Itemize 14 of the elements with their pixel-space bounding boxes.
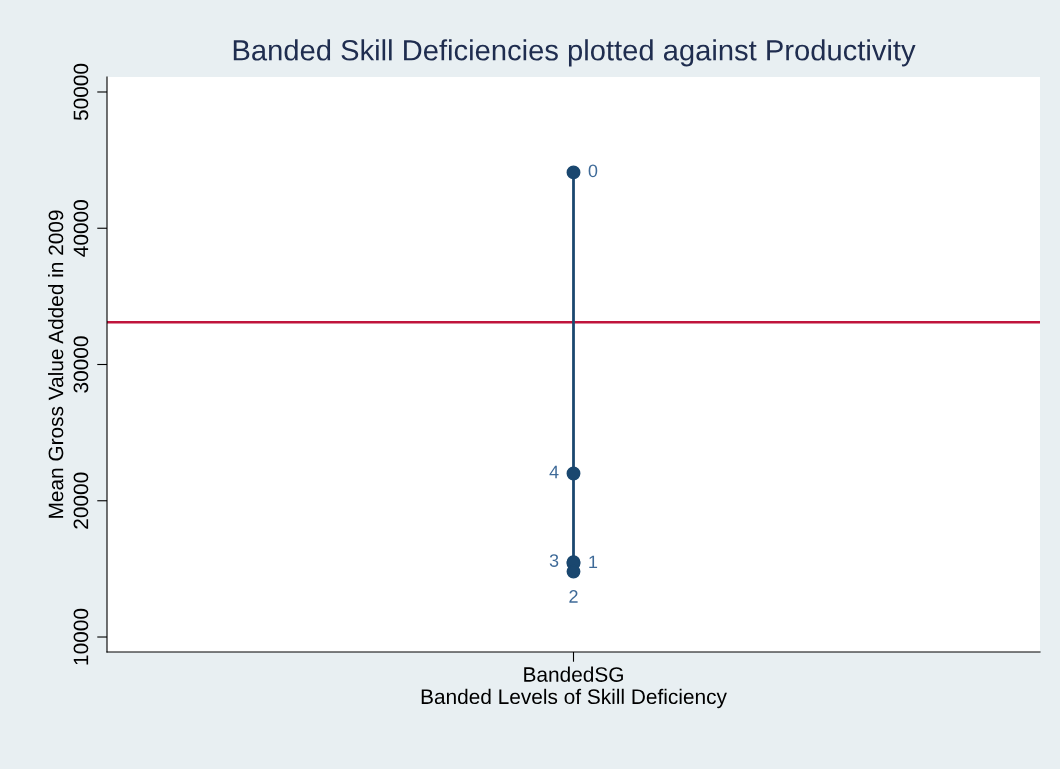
y-tick-label: 20000: [73, 472, 89, 529]
annotation: 4: [549, 465, 559, 479]
annotation: 1: [589, 555, 598, 569]
chart-title: Banded Skill Deficiencies plotted against Productivity: [233, 39, 916, 67]
y-tick-label: 50000: [73, 63, 89, 121]
annotation: 2: [569, 590, 578, 603]
x-tick-label: BandedSG: [524, 666, 623, 682]
annotation: 3: [549, 554, 559, 567]
y-axis-title: Mean Gross Value Added in 2009: [48, 210, 64, 518]
y-tick-label: 30000: [73, 336, 89, 393]
annotation: 0: [588, 164, 598, 178]
x-axis-title: Banded Levels of Skill Deficiency: [421, 688, 727, 709]
y-tick-label: 10000: [73, 608, 89, 665]
y-tick-label: 40000: [73, 200, 89, 257]
